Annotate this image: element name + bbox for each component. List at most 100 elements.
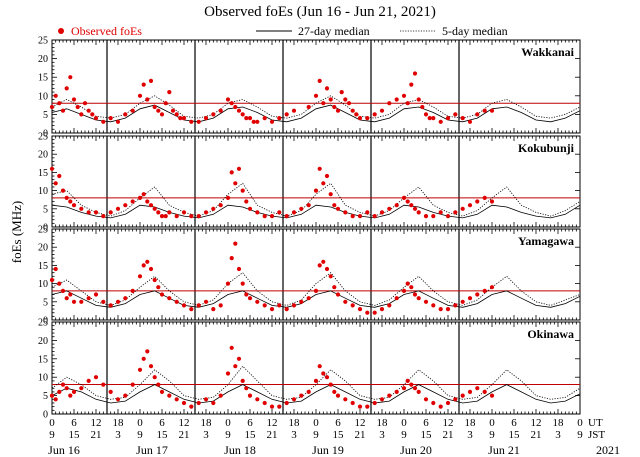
jst-tick-label: 15 bbox=[245, 429, 257, 441]
observed-point bbox=[277, 116, 282, 121]
observed-point bbox=[218, 303, 223, 308]
observed-point bbox=[416, 296, 421, 301]
observed-point bbox=[431, 214, 436, 219]
panel-frame bbox=[51, 39, 581, 134]
y-tick-label: 15 bbox=[38, 354, 48, 365]
observed-point bbox=[68, 199, 73, 204]
observed-point bbox=[152, 206, 157, 211]
observed-point bbox=[93, 116, 99, 121]
observed-point bbox=[438, 307, 443, 312]
observed-point bbox=[467, 119, 473, 124]
y-tick-label: 15 bbox=[38, 73, 48, 84]
observed-point bbox=[313, 188, 319, 193]
observed-point bbox=[130, 382, 135, 387]
jst-tick-label: 3 bbox=[203, 429, 209, 441]
observed-point bbox=[306, 389, 311, 394]
jst-tick-label: 21 bbox=[355, 429, 366, 441]
observed-point bbox=[269, 214, 275, 219]
observed-point bbox=[57, 173, 62, 179]
y-tick-label: 5 bbox=[43, 297, 48, 308]
observed-point bbox=[225, 281, 231, 286]
observed-point bbox=[379, 397, 385, 402]
observed-point bbox=[313, 288, 319, 293]
observed-point bbox=[445, 307, 451, 312]
observed-point bbox=[152, 375, 157, 380]
jst-axis-label: JST bbox=[588, 429, 605, 441]
observed-point bbox=[156, 210, 161, 215]
observed-point bbox=[174, 299, 179, 304]
observed-point bbox=[460, 299, 465, 304]
observed-point bbox=[159, 292, 165, 297]
observed-point bbox=[284, 307, 289, 312]
observed-point bbox=[156, 108, 161, 113]
median27-line bbox=[51, 104, 581, 123]
y-tick-label: 25 bbox=[38, 318, 48, 329]
observed-point bbox=[229, 345, 234, 350]
observed-point bbox=[236, 166, 242, 171]
day-label: Jun 20 bbox=[400, 443, 432, 457]
observed-point bbox=[423, 299, 429, 304]
observed-point bbox=[64, 86, 69, 91]
observed-point bbox=[475, 112, 480, 117]
observed-point bbox=[332, 285, 337, 290]
observed-point bbox=[137, 367, 143, 372]
observed-point bbox=[284, 214, 289, 219]
observed-point bbox=[86, 108, 91, 113]
ut-tick-label: 0 bbox=[49, 417, 55, 429]
observed-point bbox=[108, 210, 113, 215]
observed-point bbox=[229, 101, 234, 106]
ut-tick-label: 6 bbox=[247, 417, 253, 429]
observed-point bbox=[343, 97, 348, 102]
y-tick-label: 25 bbox=[38, 36, 48, 47]
observed-point bbox=[174, 112, 179, 117]
observed-point bbox=[75, 104, 80, 110]
panel-frame bbox=[51, 228, 581, 321]
station-panels: 0 5 10 15 20 25 Wakkanai 0 5 10 15 20 25 Kokubunji 0 5 1… bbox=[38, 36, 581, 421]
day-label: Jun 17 bbox=[136, 443, 168, 457]
observed-point bbox=[299, 206, 304, 211]
jst-tick-label: 3 bbox=[555, 429, 561, 441]
observed-point bbox=[423, 214, 429, 219]
observed-point bbox=[196, 119, 201, 124]
ut-tick-label: 0 bbox=[137, 417, 143, 429]
y-tick-label: 10 bbox=[38, 279, 48, 290]
observed-point bbox=[460, 393, 465, 398]
observed-point bbox=[236, 108, 242, 113]
observed-point bbox=[387, 393, 392, 398]
observed-point bbox=[489, 108, 495, 113]
y-tick-label: 20 bbox=[38, 336, 48, 347]
observed-point bbox=[225, 195, 231, 200]
median27-line bbox=[51, 384, 581, 404]
observed-point bbox=[277, 210, 282, 215]
observed-point bbox=[130, 199, 135, 204]
station-name: Kokubunji bbox=[518, 141, 575, 155]
panel-okinawa: 0 5 10 15 20 25 Okinawa bbox=[38, 318, 581, 421]
observed-point bbox=[482, 108, 487, 113]
observed-point bbox=[394, 203, 399, 208]
ut-tick-label: 18 bbox=[289, 417, 301, 429]
observed-point bbox=[93, 292, 99, 297]
observed-point bbox=[101, 382, 106, 387]
day-label: Jun 21 bbox=[488, 443, 520, 457]
observed-point bbox=[427, 116, 432, 121]
observed-point bbox=[372, 400, 377, 406]
median5-line bbox=[51, 95, 581, 119]
observed-point bbox=[467, 389, 473, 394]
observed-point bbox=[379, 108, 385, 113]
observed-point bbox=[229, 170, 234, 175]
jst-tick-label: 21 bbox=[91, 429, 102, 441]
observed-point bbox=[225, 97, 231, 102]
observed-point bbox=[412, 386, 418, 391]
observed-point bbox=[394, 296, 399, 301]
observed-point bbox=[115, 397, 121, 402]
observed-point bbox=[225, 371, 231, 376]
y-tick-label: 10 bbox=[38, 373, 48, 384]
observed-point bbox=[108, 389, 113, 394]
observed-point bbox=[159, 389, 165, 394]
observed-point bbox=[49, 393, 55, 398]
ut-tick-label: 12 bbox=[267, 417, 278, 429]
year-label: 2021 bbox=[596, 443, 620, 457]
observed-point bbox=[211, 307, 216, 312]
ut-tick-label: 0 bbox=[577, 417, 583, 429]
